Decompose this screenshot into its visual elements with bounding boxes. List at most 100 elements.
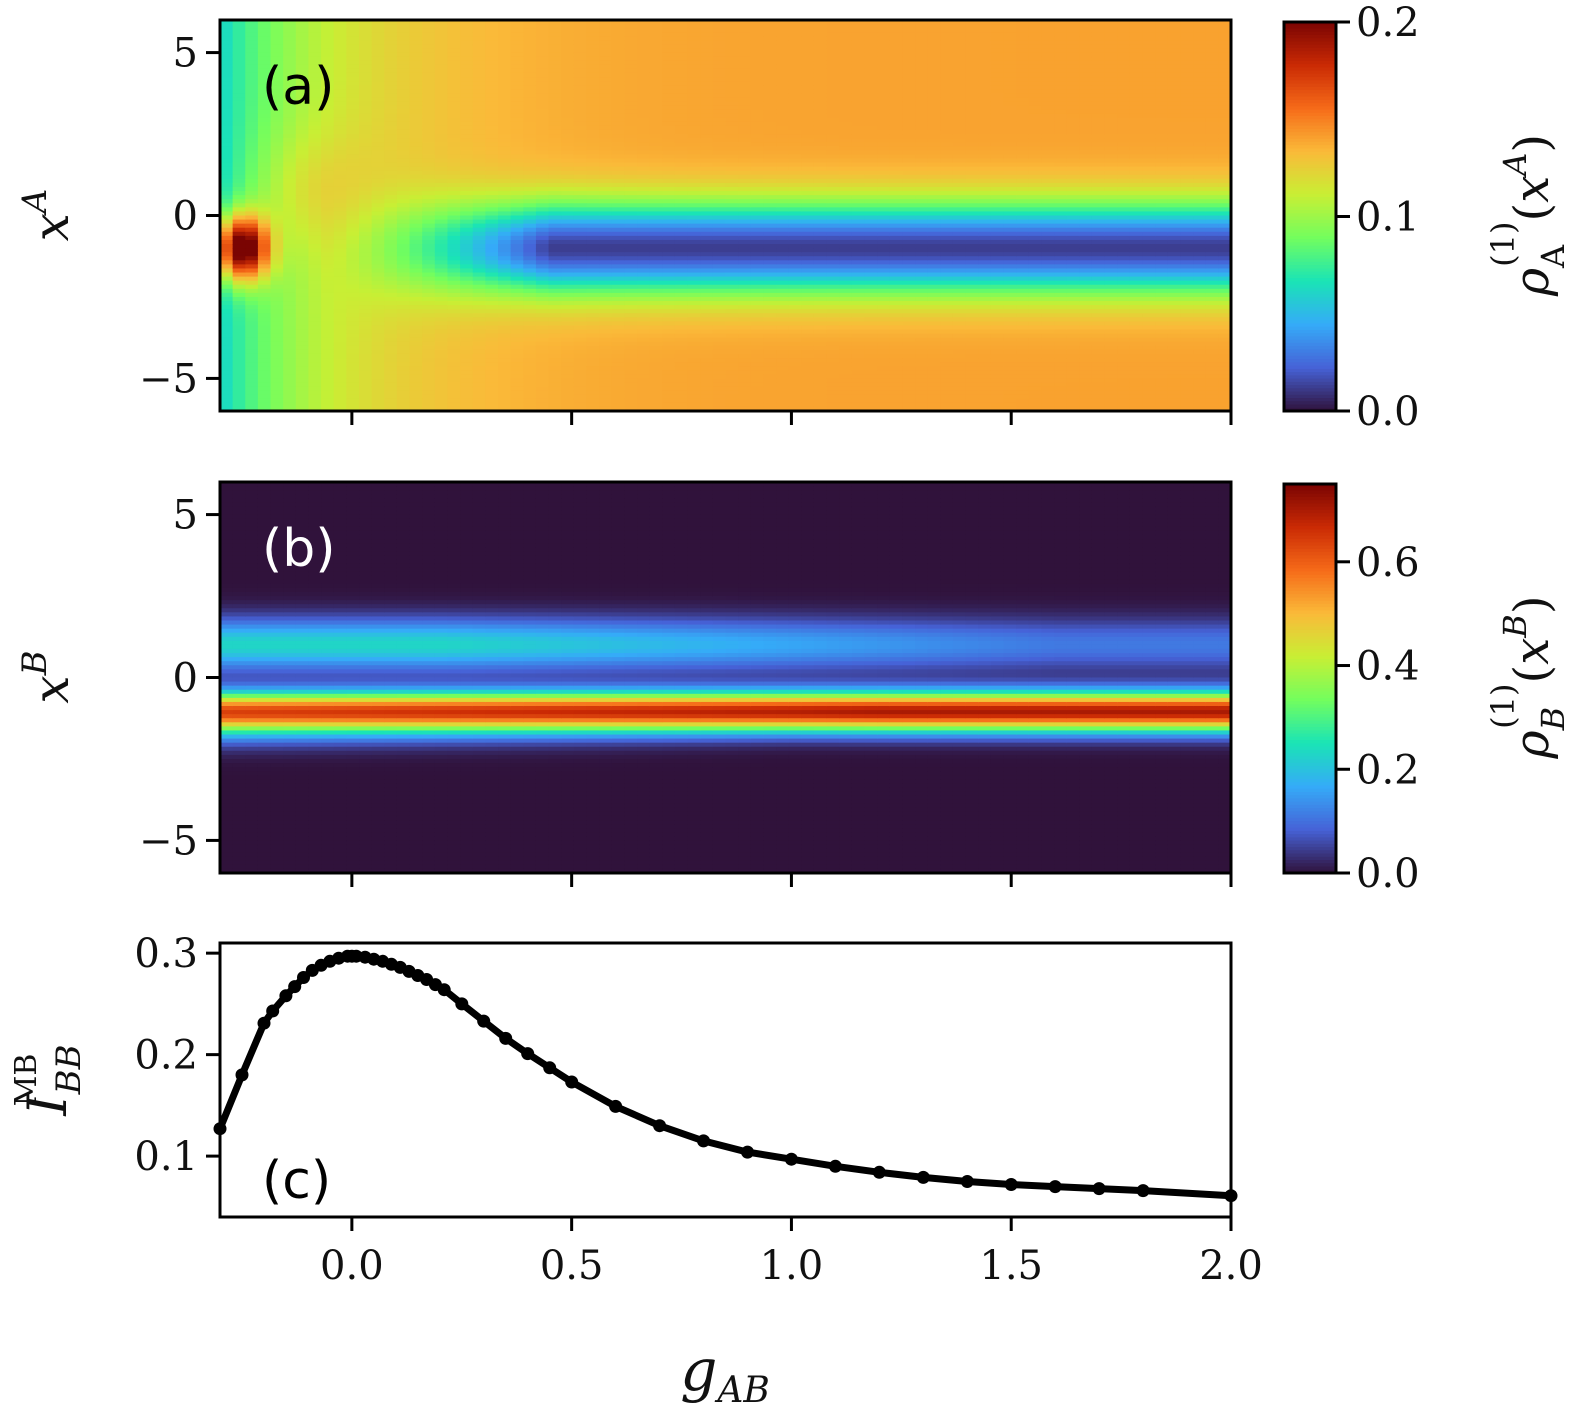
heat-cell <box>422 89 436 94</box>
heat-cell <box>586 370 600 375</box>
heat-cell <box>801 272 815 278</box>
heat-cell <box>738 89 752 94</box>
heat-cell <box>359 292 373 298</box>
heat-cell <box>763 170 777 176</box>
heat-cell <box>396 207 411 213</box>
heat-cell <box>308 374 322 380</box>
heat-cell <box>573 292 588 298</box>
heat-cell <box>851 406 866 412</box>
heat-cell <box>662 93 676 98</box>
heat-cell <box>738 235 752 241</box>
heat-cell <box>788 32 802 37</box>
heat-cell <box>864 260 878 265</box>
heat-cell <box>674 272 689 278</box>
heat-cell <box>510 44 524 50</box>
heat-cell <box>359 358 373 363</box>
heat-cell <box>813 105 828 111</box>
heat-cell <box>510 162 524 168</box>
heat-cell <box>220 252 234 257</box>
heat-cell <box>295 32 310 37</box>
heat-cell <box>270 370 284 375</box>
heat-cell <box>725 256 739 261</box>
heat-cell <box>725 390 739 396</box>
heat-cell <box>788 333 802 339</box>
heat-cell <box>637 93 651 98</box>
heat-cell <box>245 154 259 160</box>
heat-cell <box>649 378 663 384</box>
heat-cell <box>257 93 272 98</box>
heat-cell <box>637 317 651 322</box>
heat-cell <box>257 296 272 302</box>
heat-cell <box>776 77 790 82</box>
heat-cell <box>220 215 234 221</box>
heat-cell <box>232 390 246 396</box>
heat-cell <box>851 150 866 155</box>
heat-cell <box>485 292 499 298</box>
heat-cell <box>283 203 297 208</box>
heat-cell <box>738 150 752 155</box>
heat-cell <box>700 195 714 200</box>
heat-cell <box>573 276 588 282</box>
heat-cell <box>485 264 499 270</box>
heat-cell <box>738 296 752 302</box>
heat-cell <box>649 195 663 200</box>
heat-cell <box>409 276 423 282</box>
heat-cell <box>674 101 689 107</box>
heat-cell <box>725 203 739 208</box>
heat-cell <box>649 296 663 302</box>
heat-cell <box>586 260 600 265</box>
heat-cell <box>801 382 815 388</box>
heat-cell <box>434 337 449 343</box>
heat-cell <box>409 105 423 111</box>
heat-cell <box>270 223 284 229</box>
heat-cell <box>700 398 714 404</box>
heat-cell <box>826 370 840 375</box>
heat-cell <box>359 211 373 217</box>
heat-cell <box>422 317 436 322</box>
heat-cell <box>599 252 613 257</box>
heat-cell <box>700 366 714 371</box>
heat-cell <box>535 117 550 123</box>
heat-cell <box>788 154 802 160</box>
heat-cell <box>422 32 436 37</box>
heat-cell <box>548 276 562 282</box>
heat-cell <box>396 276 411 282</box>
heat-cell <box>485 40 499 46</box>
heat-cell <box>839 207 853 213</box>
heat-cell <box>851 325 866 331</box>
heat-cell <box>232 146 246 151</box>
heat-cell <box>839 134 853 139</box>
heat-cell <box>447 394 461 400</box>
heat-cell <box>839 142 853 147</box>
heat-cell <box>662 81 676 86</box>
heat-cell <box>599 48 613 54</box>
heat-cell <box>826 142 840 147</box>
heat-cell <box>637 325 651 331</box>
heat-cell <box>801 199 815 204</box>
heat-cell <box>333 272 347 278</box>
heat-cell <box>295 24 310 29</box>
heat-cell <box>485 174 499 180</box>
heat-cell <box>624 48 638 54</box>
heat-cell <box>422 60 436 66</box>
heat-cell <box>523 138 537 143</box>
heat-cell <box>573 358 588 363</box>
heat-cell <box>864 292 878 298</box>
heat-cell <box>535 223 550 229</box>
heat-cell <box>523 48 537 54</box>
heat-cell <box>422 138 436 143</box>
heat-cell <box>283 113 297 119</box>
heat-cell <box>321 333 335 339</box>
heat-cell <box>434 252 449 257</box>
heat-cell <box>611 345 625 351</box>
heat-cell <box>333 345 347 351</box>
heat-cell <box>333 252 347 257</box>
heat-cell <box>498 333 512 339</box>
heat-cell <box>460 284 474 290</box>
heat-cell <box>510 186 524 192</box>
heat-cell <box>321 36 335 41</box>
heat-cell <box>485 378 499 384</box>
heat-cell <box>333 288 347 294</box>
heat-cell <box>750 301 765 306</box>
heat-cell <box>624 309 638 314</box>
